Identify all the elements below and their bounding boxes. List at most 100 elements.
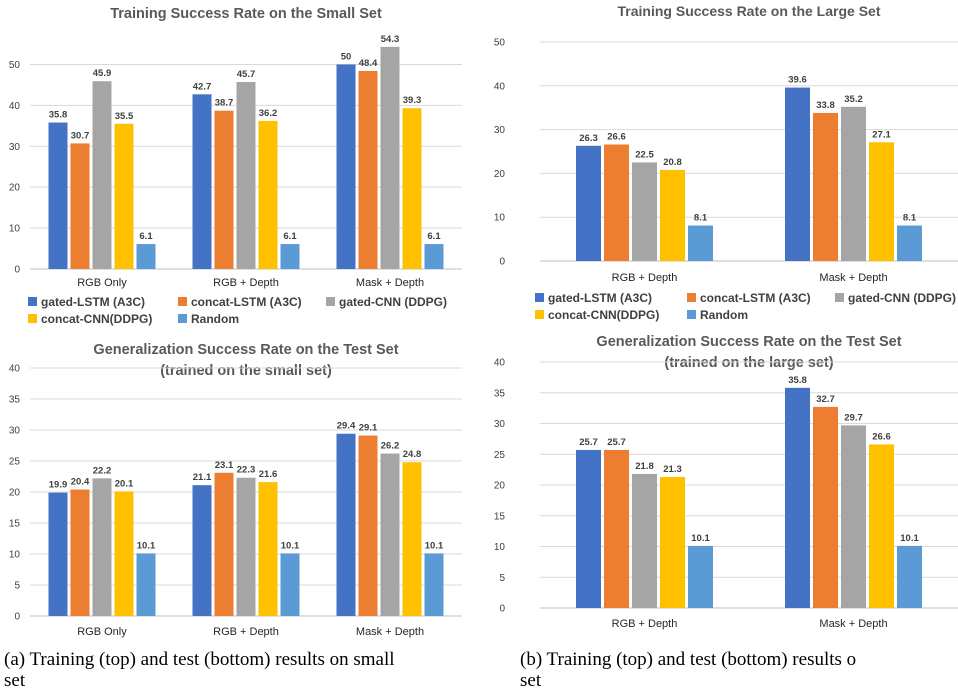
chart-small-train: Training Success Rate on the Small Set 0 1…: [9, 6, 462, 289]
bar: [897, 225, 922, 261]
data-label: 29.1: [359, 423, 378, 434]
bar: [48, 492, 68, 616]
chart-large-test: Generalization Success Rate on the Test …: [494, 334, 958, 630]
category-label: RGB + Depth: [213, 626, 279, 638]
legend-left: gated-LSTM (A3C) concat-LSTM (A3C) gated-C…: [28, 295, 447, 326]
y-tick-label: 30: [494, 419, 506, 430]
legend-label: concat-CNN(DDPG): [548, 308, 659, 322]
bar: [70, 143, 90, 269]
bar: [424, 553, 444, 616]
data-label: 19.9: [49, 480, 68, 491]
bar: [92, 478, 112, 616]
legend-label: Random: [700, 308, 748, 322]
data-label: 32.7: [816, 394, 835, 405]
y-tick-label: 40: [9, 101, 21, 112]
bar: [813, 406, 838, 608]
chart-large-train: Training Success Rate on the Large Set 0 1…: [494, 3, 958, 284]
data-label: 26.6: [607, 131, 626, 142]
bar: [813, 112, 838, 262]
y-tick-label: 40: [494, 358, 506, 369]
legend-label: gated-CNN (DDPG): [848, 291, 956, 305]
bar: [358, 71, 378, 269]
y-tick-label: 5: [499, 573, 505, 584]
y-tick-label: 40: [9, 364, 21, 375]
bar: [785, 387, 810, 608]
category-label: RGB Only: [77, 626, 127, 638]
legend-swatch: [535, 310, 544, 319]
data-label: 10.1: [900, 533, 919, 544]
data-label: 20.1: [115, 478, 134, 489]
data-label: 29.7: [844, 412, 863, 423]
data-label: 10.1: [425, 540, 444, 551]
caption-a: (a) Training (top) and test (bottom) res…: [4, 649, 395, 691]
bar: [632, 473, 657, 608]
category-label: RGB + Depth: [612, 272, 678, 284]
y-tick-label: 35: [494, 388, 506, 399]
data-label: 35.2: [844, 94, 863, 105]
y-tick-label: 25: [9, 457, 21, 468]
data-label: 20.4: [71, 477, 90, 488]
bar: [280, 244, 300, 269]
bar: [869, 444, 894, 608]
y-tick-label: 50: [494, 38, 506, 49]
legend-swatch: [535, 293, 544, 302]
y-tick-label: 10: [494, 542, 506, 553]
chart-title: Training Success Rate on the Large Set: [618, 3, 881, 19]
y-tick-label: 0: [14, 612, 20, 623]
y-tick-label: 40: [494, 81, 506, 92]
bar: [660, 169, 685, 261]
y-tick-label: 30: [494, 125, 506, 136]
data-label: 48.4: [359, 58, 378, 69]
data-label: 20.8: [663, 157, 682, 168]
legend-swatch: [28, 297, 37, 306]
data-label: 21.1: [193, 472, 212, 483]
y-tick-label: 10: [9, 550, 21, 561]
category-label: Mask + Depth: [819, 272, 887, 284]
y-tick-label: 15: [494, 511, 506, 522]
bar: [869, 142, 894, 261]
bar: [785, 87, 810, 261]
y-tick-label: 0: [14, 265, 20, 276]
y-tick-label: 35: [9, 395, 21, 406]
legend-swatch: [178, 314, 187, 323]
y-tick-label: 10: [494, 213, 506, 224]
bar: [258, 482, 278, 616]
bar: [576, 449, 601, 608]
y-tick-label: 20: [9, 488, 21, 499]
bar: [114, 123, 134, 269]
data-label: 26.2: [381, 441, 400, 452]
data-label: 50: [341, 51, 352, 62]
data-label: 33.8: [816, 100, 835, 111]
data-label: 22.2: [93, 465, 112, 476]
bar: [136, 553, 156, 616]
bar: [402, 108, 422, 270]
bar: [236, 82, 256, 269]
legend-swatch: [835, 293, 844, 302]
chart-title: (trained on the large set): [664, 355, 833, 371]
bar: [70, 489, 90, 616]
y-tick-label: 30: [9, 142, 21, 153]
data-label: 39.6: [788, 75, 807, 86]
bar: [604, 449, 629, 608]
y-tick-label: 0: [499, 257, 505, 268]
caption-b: (b) Training (top) and test (bottom) res…: [520, 649, 857, 691]
data-label: 8.1: [694, 213, 708, 224]
legend-label: concat-LSTM (A3C): [700, 291, 811, 305]
bar: [841, 425, 866, 608]
data-label: 30.7: [71, 130, 90, 141]
data-label: 6.1: [283, 231, 297, 242]
y-tick-label: 15: [9, 519, 21, 530]
y-tick-label: 5: [14, 581, 20, 592]
bar: [336, 433, 356, 616]
legend-label: gated-LSTM (A3C): [548, 291, 652, 305]
bar: [136, 244, 156, 269]
category-label: Mask + Depth: [356, 277, 424, 289]
legend-swatch: [178, 297, 187, 306]
data-label: 21.6: [259, 469, 278, 480]
bar: [402, 462, 422, 616]
data-label: 45.7: [237, 69, 256, 80]
chart-title: Generalization Success Rate on the Test …: [596, 334, 901, 350]
data-label: 29.4: [337, 421, 356, 432]
legend-label: concat-CNN(DDPG): [41, 312, 152, 326]
